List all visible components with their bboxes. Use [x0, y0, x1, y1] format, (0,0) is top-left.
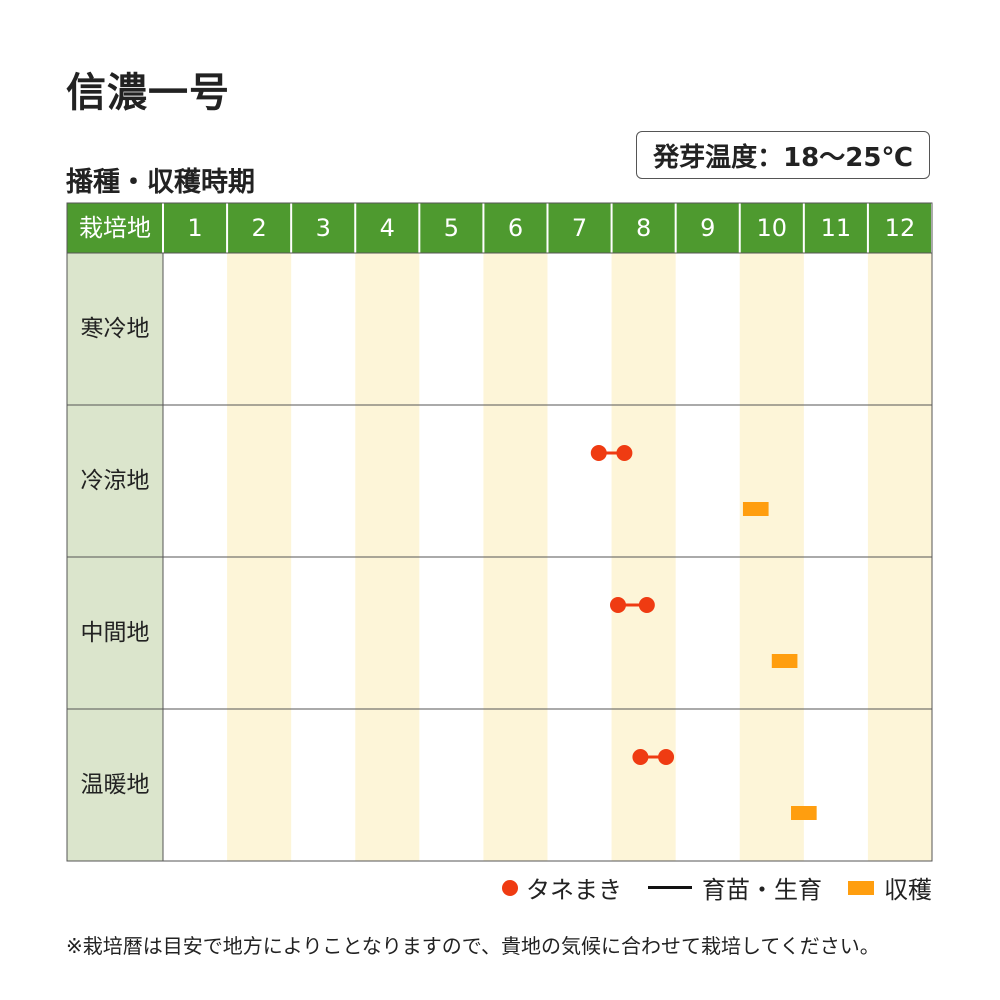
month-header-label: 3	[316, 214, 331, 242]
sowing-dot-icon	[502, 879, 518, 896]
region-label: 冷涼地	[81, 468, 150, 494]
nursery-line-icon	[648, 886, 692, 889]
region-label: 温暖地	[81, 772, 150, 798]
chart-border	[66, 202, 933, 862]
month-header-label: 8	[636, 214, 651, 242]
sowing-start-point	[590, 445, 607, 461]
legend-sowing: タネまき	[502, 870, 622, 905]
legend-harvest: 収穫	[848, 870, 932, 905]
harvest-period-bar	[791, 806, 817, 820]
chart-subtitle: 播種・収穫時期	[66, 167, 255, 198]
page-title: 信濃一号	[66, 70, 230, 116]
sowing-start-point	[632, 749, 649, 765]
legend-nursery: 育苗・生育	[648, 870, 822, 905]
harvest-bar-icon	[848, 880, 874, 895]
harvest-period-bar	[742, 502, 769, 516]
legend-nursery-label: 育苗・生育	[702, 876, 822, 904]
cultivation-note: ※栽培暦は目安で地方によりことなりますので、貴地の気候に合わせて栽培してください…	[66, 934, 880, 958]
header-label: 栽培地	[79, 214, 151, 242]
legend-sowing-label: タネまき	[526, 876, 622, 904]
month-header-label: 6	[508, 214, 523, 242]
month-header-label: 11	[821, 214, 852, 242]
header-bar	[67, 203, 932, 253]
region-label: 寒冷地	[81, 316, 150, 342]
chart-legend: タネまき 育苗・生育 収穫	[476, 870, 932, 905]
sowing-end-point	[616, 445, 633, 461]
germination-temperature-badge: 発芽温度：18～25℃	[636, 131, 930, 179]
month-header-label: 12	[885, 214, 916, 242]
region-label: 中間地	[81, 620, 150, 646]
legend-harvest-label: 収穫	[884, 876, 932, 904]
month-header-label: 7	[572, 214, 587, 242]
month-header-label: 5	[444, 214, 459, 242]
month-header-label: 4	[380, 214, 395, 242]
month-header-label: 10	[757, 214, 788, 242]
sowing-end-point	[658, 749, 675, 765]
harvest-period-bar	[771, 654, 798, 668]
sowing-end-point	[638, 597, 655, 613]
month-header-label: 9	[700, 214, 715, 242]
month-header-label: 2	[251, 214, 266, 242]
month-header-label: 1	[187, 214, 202, 242]
sowing-start-point	[609, 597, 626, 613]
